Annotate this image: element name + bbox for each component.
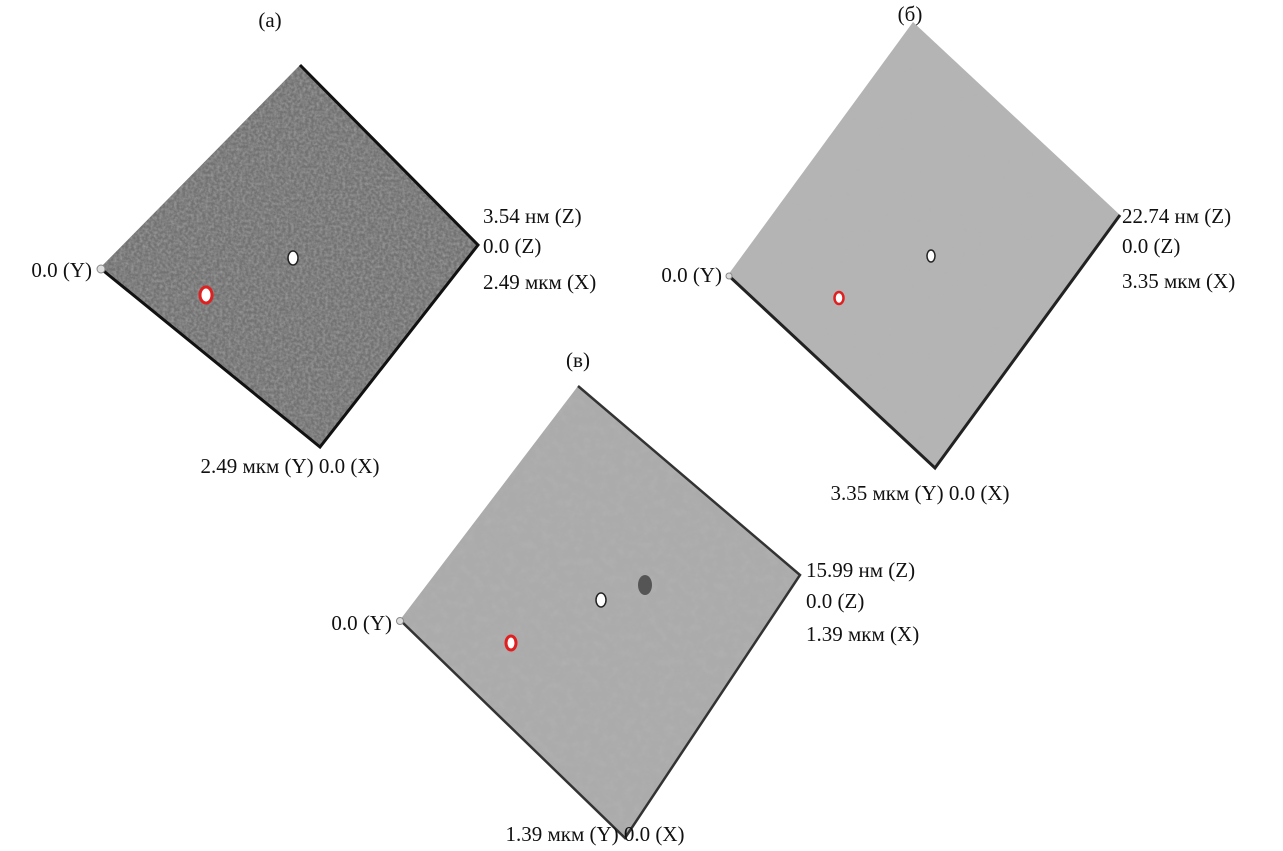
x-max: 1.39 мкм (X) <box>806 622 919 646</box>
panel-label: (в) <box>566 348 590 372</box>
y-origin: 0.0 (Y) <box>661 263 722 287</box>
marker-red <box>200 287 212 303</box>
z-min: 0.0 (Z) <box>806 589 864 613</box>
panel-c: (в) 15.99 нм (Z) 0.0 (Z) 1.39 мкм (X) 0.… <box>331 348 919 846</box>
z-max: 22.74 нм (Z) <box>1122 204 1231 228</box>
origin <box>97 265 105 273</box>
bottom-label: 3.35 мкм (Y) 0.0 (X) <box>830 481 1009 505</box>
x-max: 3.35 мкм (X) <box>1122 269 1235 293</box>
marker <box>927 250 935 262</box>
marker <box>288 251 298 265</box>
afm-texture <box>400 386 800 838</box>
y-origin: 0.0 (Y) <box>331 611 392 635</box>
z-max: 15.99 нм (Z) <box>806 558 915 582</box>
origin <box>726 273 732 279</box>
y-origin: 0.0 (Y) <box>31 258 92 282</box>
marker-red <box>835 292 844 304</box>
origin <box>397 618 404 625</box>
z-min: 0.0 (Z) <box>483 234 541 258</box>
panel-label: (а) <box>258 8 281 32</box>
marker <box>596 593 606 607</box>
afm-texture <box>728 22 1120 468</box>
bottom-label: 2.49 мкм (Y) 0.0 (X) <box>200 454 379 478</box>
panel-b: (б) 22.74 нм (Z) 0.0 (Z) 3.35 мкм (X) 0.… <box>661 2 1235 505</box>
z-min: 0.0 (Z) <box>1122 234 1180 258</box>
bottom-label: 1.39 мкм (Y) 0.0 (X) <box>505 822 684 846</box>
z-max: 3.54 нм (Z) <box>483 204 582 228</box>
particle <box>638 575 652 595</box>
marker-red <box>506 636 516 650</box>
panel-a: (а) 3.54 нм (Z) 0.0 (Z) 2.49 мкм (X) 0.0… <box>31 8 596 478</box>
x-max: 2.49 мкм (X) <box>483 270 596 294</box>
panel-label: (б) <box>898 2 923 26</box>
figure: (а) 3.54 нм (Z) 0.0 (Z) 2.49 мкм (X) 0.0… <box>0 0 1283 851</box>
